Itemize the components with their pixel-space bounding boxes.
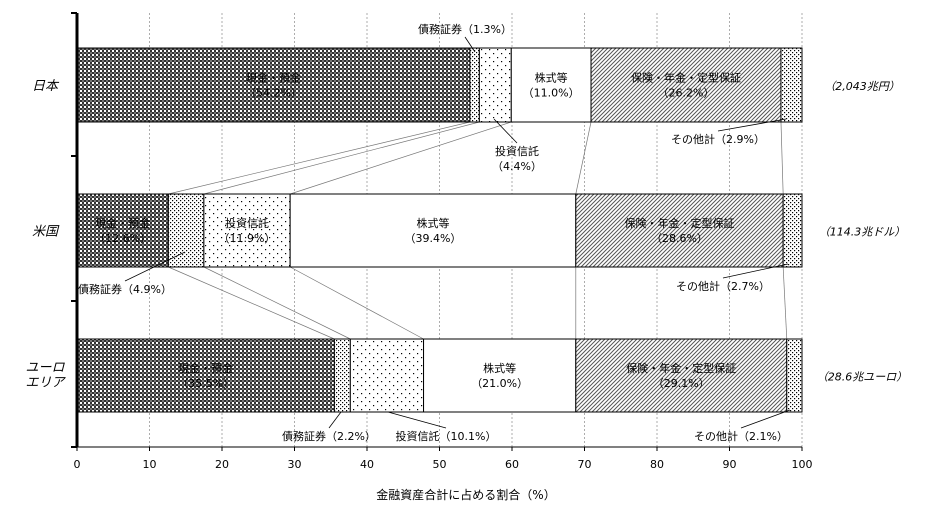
bar-segment — [782, 193, 803, 268]
bar-segment — [76, 338, 335, 413]
bar-segment — [780, 47, 803, 123]
segment-label: 投資信託（11.9%） — [219, 216, 276, 245]
leader-line — [328, 411, 342, 429]
x-tick-label: 10 — [143, 458, 157, 471]
x-tick-label: 100 — [792, 458, 813, 471]
bar-segment — [333, 338, 351, 413]
leader-line — [387, 411, 447, 429]
bar-segment — [469, 47, 480, 123]
connector-line — [203, 266, 351, 340]
x-tick-label: 80 — [650, 458, 664, 471]
bar-segment — [349, 338, 425, 413]
x-tick-label: 90 — [723, 458, 737, 471]
segment-label: 債務証券（2.2%） — [282, 429, 376, 443]
x-axis-title: 金融資産合計に占める割合（%） — [376, 487, 555, 502]
connector-line — [290, 121, 512, 195]
segment-label: 債務証券（4.9%） — [78, 282, 172, 296]
leader-line — [740, 409, 791, 429]
bar-segment — [167, 193, 205, 268]
bar-segment — [76, 193, 169, 268]
segment-label: 株式等（11.0%） — [523, 71, 580, 100]
bar-segment — [590, 47, 782, 123]
x-tick-label: 50 — [433, 458, 447, 471]
category-label: 日本 — [32, 79, 60, 94]
bar-segments — [76, 47, 803, 413]
x-tick-label: 40 — [360, 458, 374, 471]
total-label: （28.6兆ユーロ） — [817, 371, 908, 384]
segment-label: 保険・年金・定型保証（26.2%） — [631, 71, 741, 100]
total-label: （114.3兆ドル） — [819, 226, 906, 239]
bar-segment — [510, 47, 592, 123]
connector-lines — [168, 121, 788, 340]
category-label: ユーロエリア — [25, 361, 66, 391]
leader-line — [717, 118, 787, 132]
connector-line — [575, 121, 592, 195]
segment-label: 投資信託（4.4%） — [492, 144, 542, 173]
segment-label: 現金・預金（54.2%） — [245, 71, 302, 100]
connector-line — [168, 121, 471, 195]
segment-label: 保険・年金・定型保証（28.6%） — [624, 216, 734, 245]
connector-line — [168, 266, 335, 340]
leader-line — [722, 263, 789, 279]
segment-labels: 日本 （2,043兆円） 米国 （114.3兆ドル） ユーロエリア （28.6兆ユーロ） 現… — [25, 22, 907, 443]
leader-line — [464, 36, 476, 53]
segment-label: 現金・預金（35.5%） — [177, 361, 234, 390]
bar-segment — [478, 47, 512, 123]
bar-segment — [575, 193, 784, 268]
leader-line — [493, 118, 518, 144]
x-tick-label: 70 — [578, 458, 592, 471]
connector-line — [203, 121, 480, 195]
x-tick-label: 60 — [505, 458, 519, 471]
bar-segment — [76, 47, 471, 123]
leader-line — [124, 251, 186, 282]
connector-line — [289, 266, 424, 340]
bar-segment — [289, 193, 577, 268]
segment-label: 債務証券（1.3%） — [418, 22, 512, 36]
segment-label: 投資信託（10.1%） — [396, 429, 497, 443]
segment-label: 株式等（21.0%） — [471, 361, 528, 390]
bar-segment — [575, 338, 788, 413]
connector-line — [780, 121, 784, 195]
segment-label: その他計（2.7%） — [676, 279, 770, 293]
bar-segment — [786, 338, 803, 413]
x-tick-label: 20 — [215, 458, 229, 471]
total-label: （2,043兆円） — [824, 80, 900, 93]
bar-segment — [203, 193, 291, 268]
bar-segment — [423, 338, 577, 413]
segment-label: 保険・年金・定型保証（29.1%） — [626, 361, 736, 390]
category-label: 米国 — [32, 225, 60, 240]
x-tick-label: 30 — [288, 458, 302, 471]
segment-label: その他計（2.9%） — [671, 132, 765, 146]
segment-label: 現金・預金（12.6%） — [94, 216, 151, 245]
axes: 0 10 20 30 40 50 60 70 80 90 100 — [71, 12, 813, 471]
segment-label: 株式等（39.4%） — [404, 216, 461, 245]
segment-label: その他計（2.1%） — [694, 429, 788, 443]
x-tick-label: 0 — [74, 458, 81, 471]
connector-line — [782, 266, 788, 340]
